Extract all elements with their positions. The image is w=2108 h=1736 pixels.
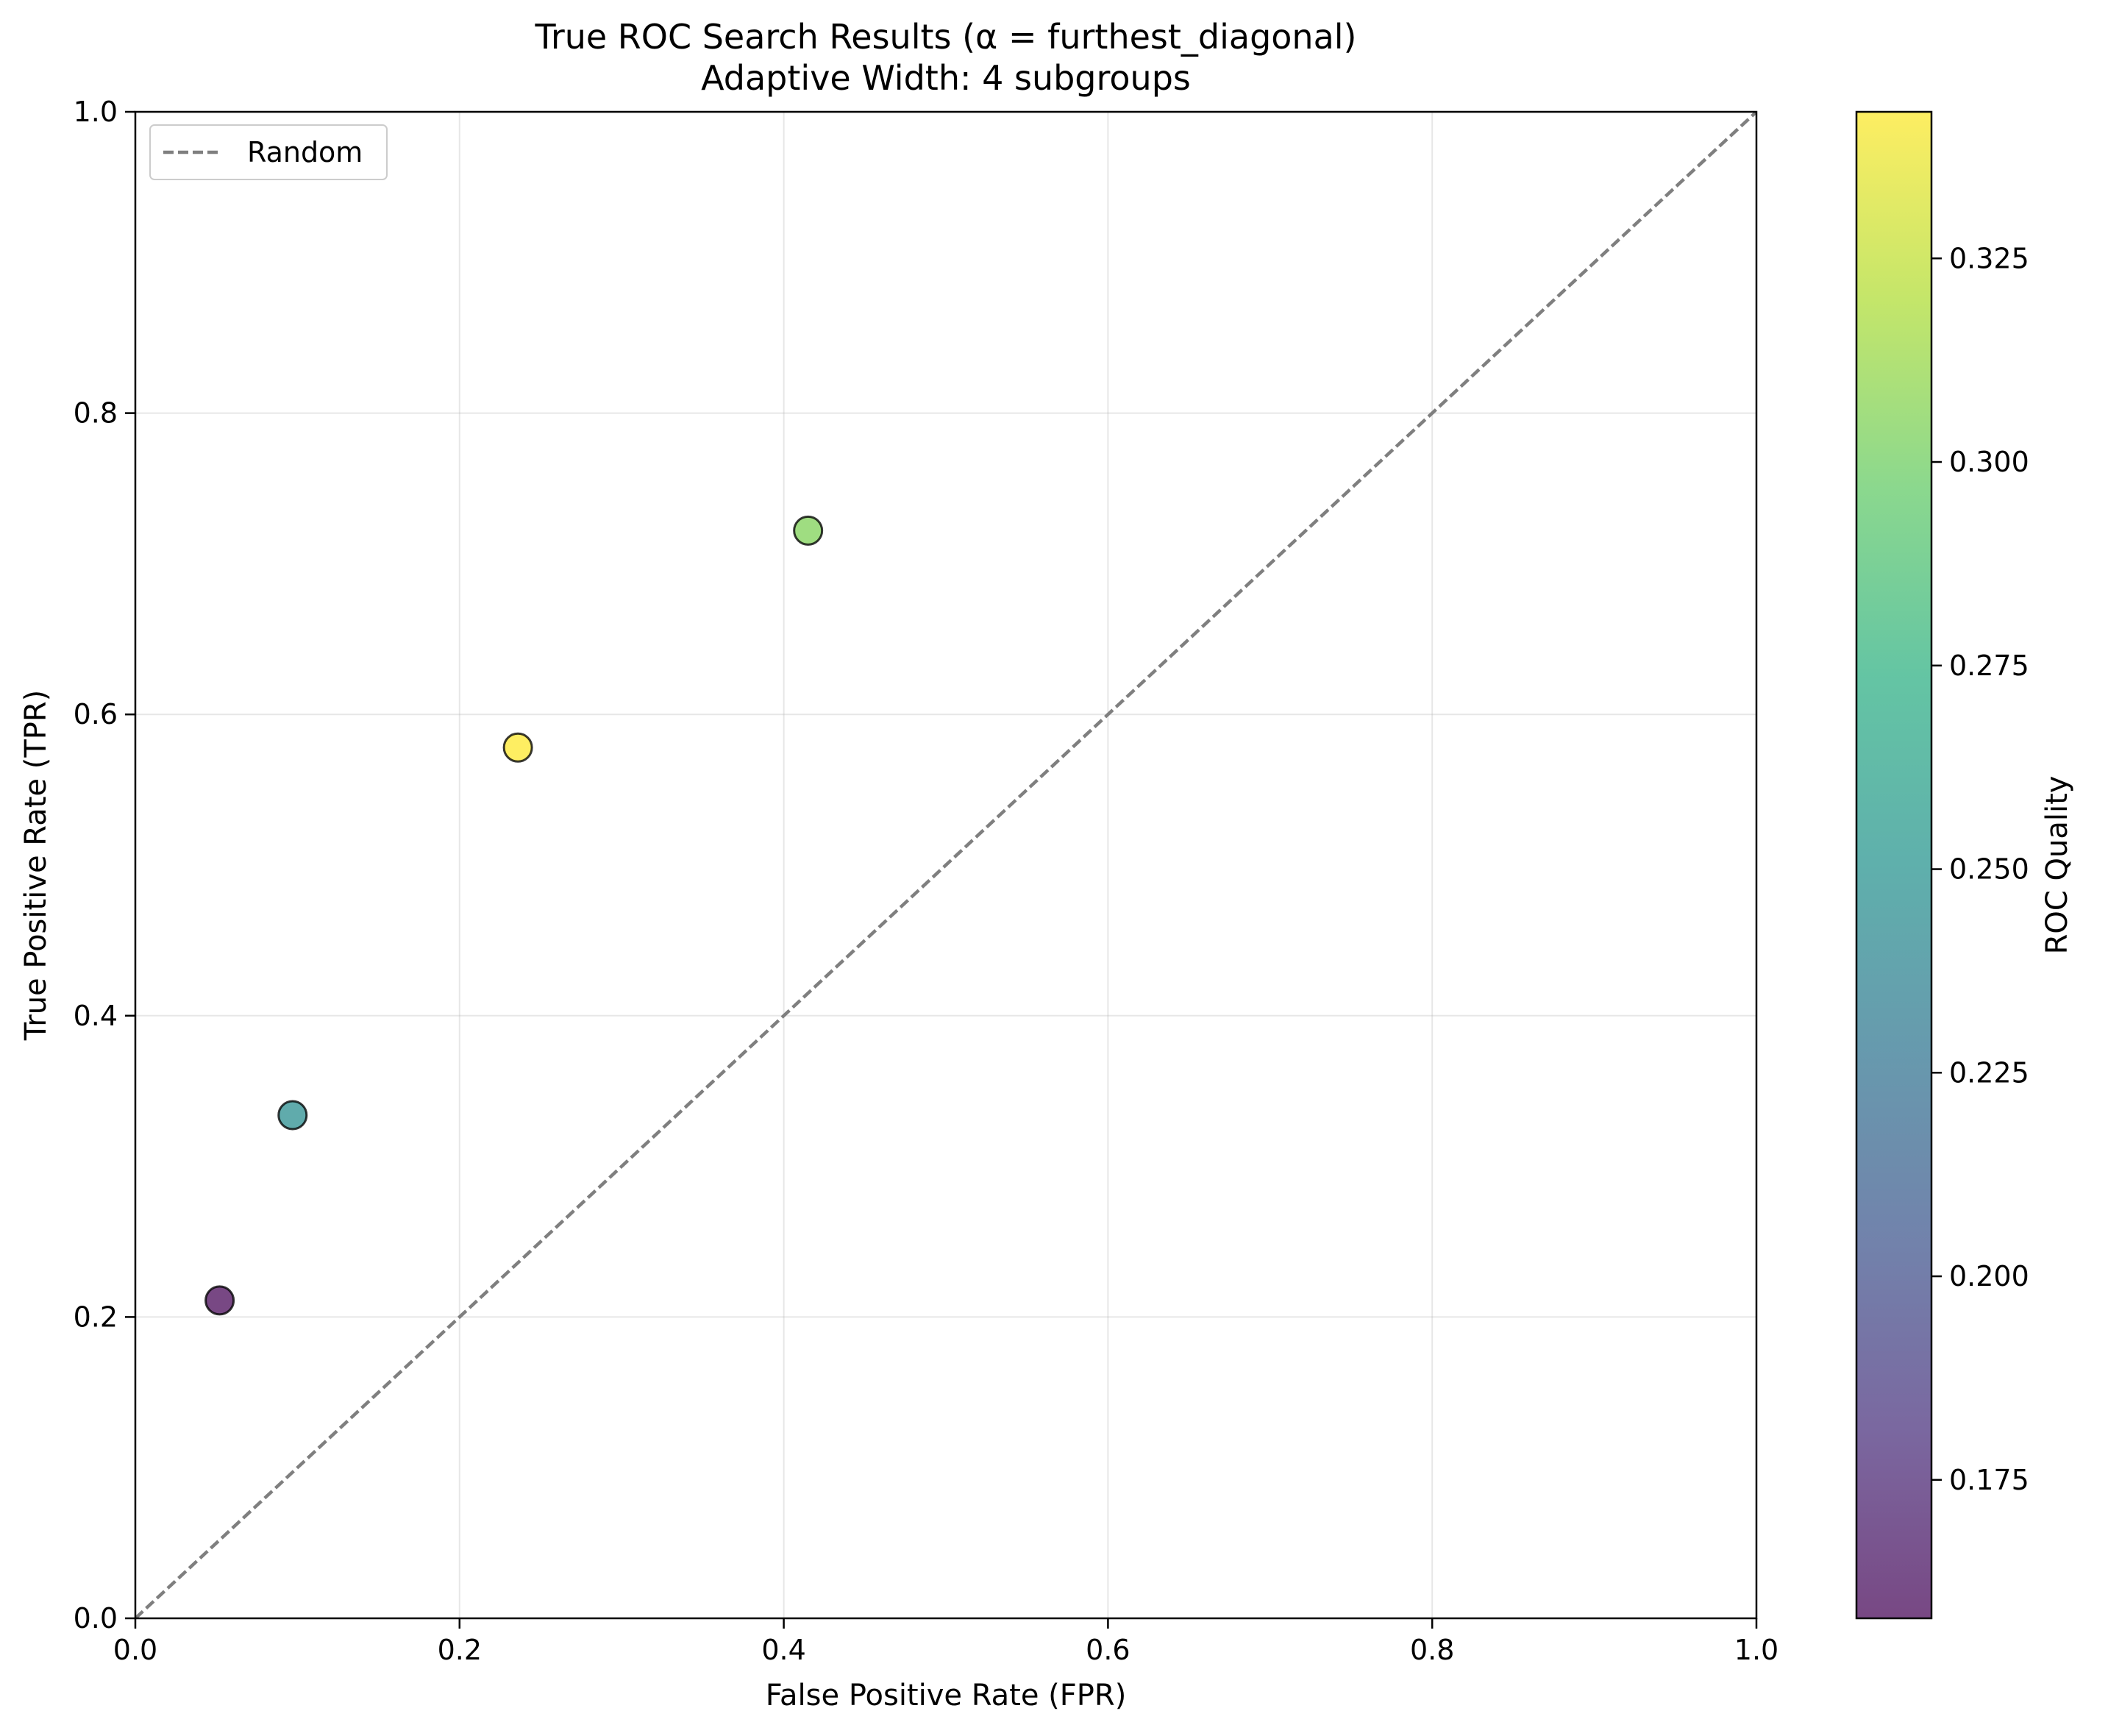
colorbar-tick-label: 0.325: [1949, 242, 2029, 274]
y-tick-label: 0.4: [74, 1000, 118, 1032]
x-tick-label: 0.6: [1086, 1634, 1130, 1666]
legend-label-random: Random: [247, 136, 363, 168]
data-points: [204, 515, 824, 1316]
y-tick-label: 0.0: [74, 1602, 118, 1634]
random-reference-line: [135, 112, 1756, 1618]
random-diagonal-line: [135, 112, 1756, 1618]
y-tick-label: 0.8: [74, 397, 118, 430]
colorbar-tick-label: 0.175: [1949, 1464, 2029, 1496]
colorbar: [1855, 110, 1933, 1620]
y-axis-ticks: 0.0 0.2 0.4 0.6 0.8 1.0: [74, 96, 135, 1634]
x-tick-label: 1.0: [1734, 1634, 1778, 1666]
colorbar-tick-label: 0.300: [1949, 446, 2029, 478]
colorbar-ticks: 0.175 0.200 0.225 0.250 0.275 0.300 0.325: [1931, 242, 2029, 1496]
chart-title: True ROC Search Results (α = furthest_di…: [534, 17, 1356, 57]
colorbar-tick-label: 0.275: [1949, 650, 2029, 682]
y-tick-label: 0.2: [74, 1301, 118, 1333]
legend-box: [149, 124, 388, 180]
y-axis-title: True Positive Rate (TPR): [19, 690, 53, 1042]
colorbar-tick-label: 0.225: [1949, 1056, 2029, 1089]
colorbar-tick-label: 0.200: [1949, 1260, 2029, 1292]
legend: Random: [149, 124, 388, 180]
x-axis-ticks: 0.0 0.2 0.4 0.6 0.8 1.0: [113, 1618, 1778, 1666]
x-tick-label: 0.4: [761, 1634, 805, 1666]
x-tick-label: 0.8: [1410, 1634, 1454, 1666]
x-axis-title: False Positive Rate (FPR): [766, 1679, 1127, 1712]
data-point: [793, 515, 824, 546]
data-point: [204, 1285, 235, 1316]
x-tick-label: 0.0: [113, 1634, 157, 1666]
data-point: [502, 732, 533, 763]
y-tick-label: 0.6: [74, 698, 118, 730]
colorbar-tick-label: 0.250: [1949, 853, 2029, 886]
x-tick-label: 0.2: [438, 1634, 482, 1666]
plot-frame: [134, 110, 1758, 1620]
y-tick-label: 1.0: [74, 96, 118, 128]
chart-subtitle: Adaptive Width: 4 subgroups: [701, 58, 1191, 98]
data-point: [277, 1100, 308, 1131]
colorbar-title: ROC Quality: [2040, 776, 2074, 955]
